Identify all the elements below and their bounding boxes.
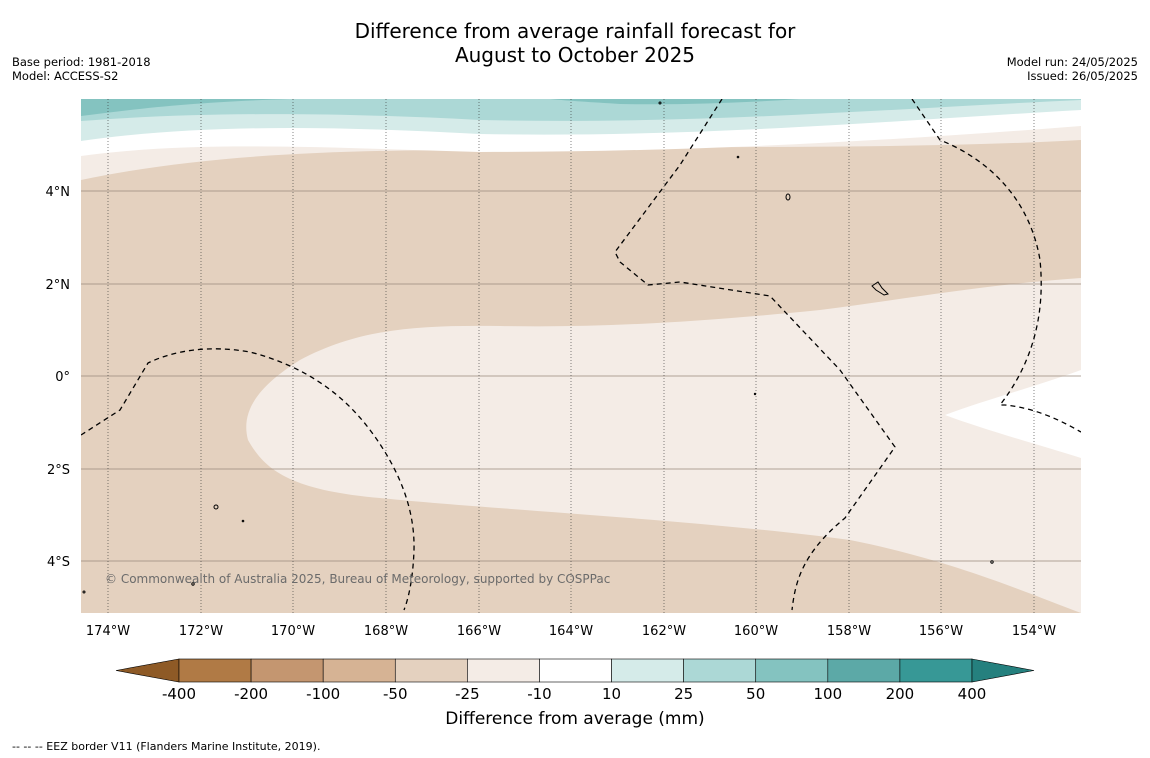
colorbar-tick-label: 100	[813, 685, 842, 703]
wet-band-25-50	[81, 99, 1081, 121]
rainfall-map: 4°N 2°N 0° 2°S 4°S 174°W 172°W 170°W 168…	[46, 99, 1081, 639]
colorbar-tick-labels: -400 -200 -100 -50 -25 -10 10 25 50 100 200 400	[162, 685, 986, 703]
wet-band-50-100	[81, 99, 290, 116]
lon-label-170w: 170°W	[271, 624, 315, 639]
run-info: Model run: 24/05/2025 Issued: 26/05/2025	[1007, 55, 1138, 83]
model-run-text: Model run: 24/05/2025	[1006, 55, 1138, 69]
colorbar-tick-label: 400	[958, 685, 987, 703]
colorbar-tick-label: 200	[886, 685, 915, 703]
colorbar-title: Difference from average (mm)	[445, 709, 705, 729]
copyright-notice: © Commonwealth of Australia 2025, Bureau…	[105, 572, 611, 586]
base-info: Base period: 1981-2018 Model: ACCESS-S2	[12, 55, 151, 83]
neutral-east-wedge	[945, 370, 1081, 458]
near-average-equatorial	[246, 278, 1081, 613]
colorbar-tick-label: -10	[527, 685, 552, 703]
lon-label-168w: 168°W	[364, 624, 408, 639]
colorbar: -400 -200 -100 -50 -25 -10 10 25 50 100 200 400	[115, 658, 1035, 703]
colorbar-tick-label: -50	[383, 685, 408, 703]
lon-label-160w: 160°W	[734, 624, 778, 639]
colorbar-tick-label: 25	[674, 685, 693, 703]
map-fill	[81, 99, 1081, 613]
eez-borders	[81, 99, 1081, 611]
lon-label-164w: 164°W	[549, 624, 593, 639]
colorbar-tick-label: -200	[234, 685, 268, 703]
lon-label-172w: 172°W	[179, 624, 223, 639]
issued-text: Issued: 26/05/2025	[1027, 69, 1138, 83]
colorbar-segment	[611, 658, 684, 683]
colorbar-tick-label: -100	[306, 685, 340, 703]
wet-band-50-100-east	[550, 99, 800, 105]
eez-footnote: -- -- -- EEZ border V11 (Flanders Marine…	[12, 740, 321, 753]
chart-title: Difference from average rainfall forecas…	[0, 19, 1150, 67]
lat-label-0: 0°	[55, 370, 70, 385]
colorbar-segments	[115, 658, 1035, 683]
colorbar-segment	[250, 658, 324, 683]
colorbar-extend-high	[971, 658, 1035, 683]
colorbar-segment	[178, 658, 252, 683]
model-text: Model: ACCESS-S2	[12, 69, 119, 83]
lon-label-154w: 154°W	[1012, 624, 1056, 639]
lon-label-174w: 174°W	[86, 624, 130, 639]
lat-label-4n: 4°N	[46, 185, 71, 200]
colorbar-tick-label: -400	[162, 685, 196, 703]
lat-label-2n: 2°N	[46, 278, 71, 293]
lon-label-156w: 156°W	[919, 624, 963, 639]
base-period-text: Base period: 1981-2018	[12, 55, 151, 69]
graticule	[81, 99, 1081, 613]
colorbar-segment	[539, 658, 612, 683]
colorbar-segment	[467, 658, 540, 683]
title-line-1: Difference from average rainfall forecas…	[354, 19, 796, 43]
colorbar-tick-label: 50	[746, 685, 765, 703]
colorbar-segment	[394, 658, 468, 683]
lat-label-4s: 4°S	[47, 555, 70, 570]
title-line-2: August to October 2025	[454, 43, 696, 67]
lat-label-2s: 2°S	[47, 463, 70, 478]
colorbar-extend-low	[115, 658, 180, 683]
colorbar-tick-label: 10	[602, 685, 621, 703]
colorbar-segment	[827, 658, 901, 683]
eez-border-west	[81, 348, 415, 611]
eez-border-east	[911, 99, 1081, 433]
islands	[82, 101, 994, 594]
colorbar-segment	[683, 658, 757, 683]
colorbar-segment	[755, 658, 829, 683]
colorbar-segment	[322, 658, 396, 683]
lon-label-158w: 158°W	[827, 624, 871, 639]
lon-label-162w: 162°W	[642, 624, 686, 639]
lon-label-166w: 166°W	[457, 624, 501, 639]
eez-border-central	[614, 99, 896, 611]
colorbar-segment	[899, 658, 973, 683]
colorbar-tick-label: -25	[455, 685, 480, 703]
